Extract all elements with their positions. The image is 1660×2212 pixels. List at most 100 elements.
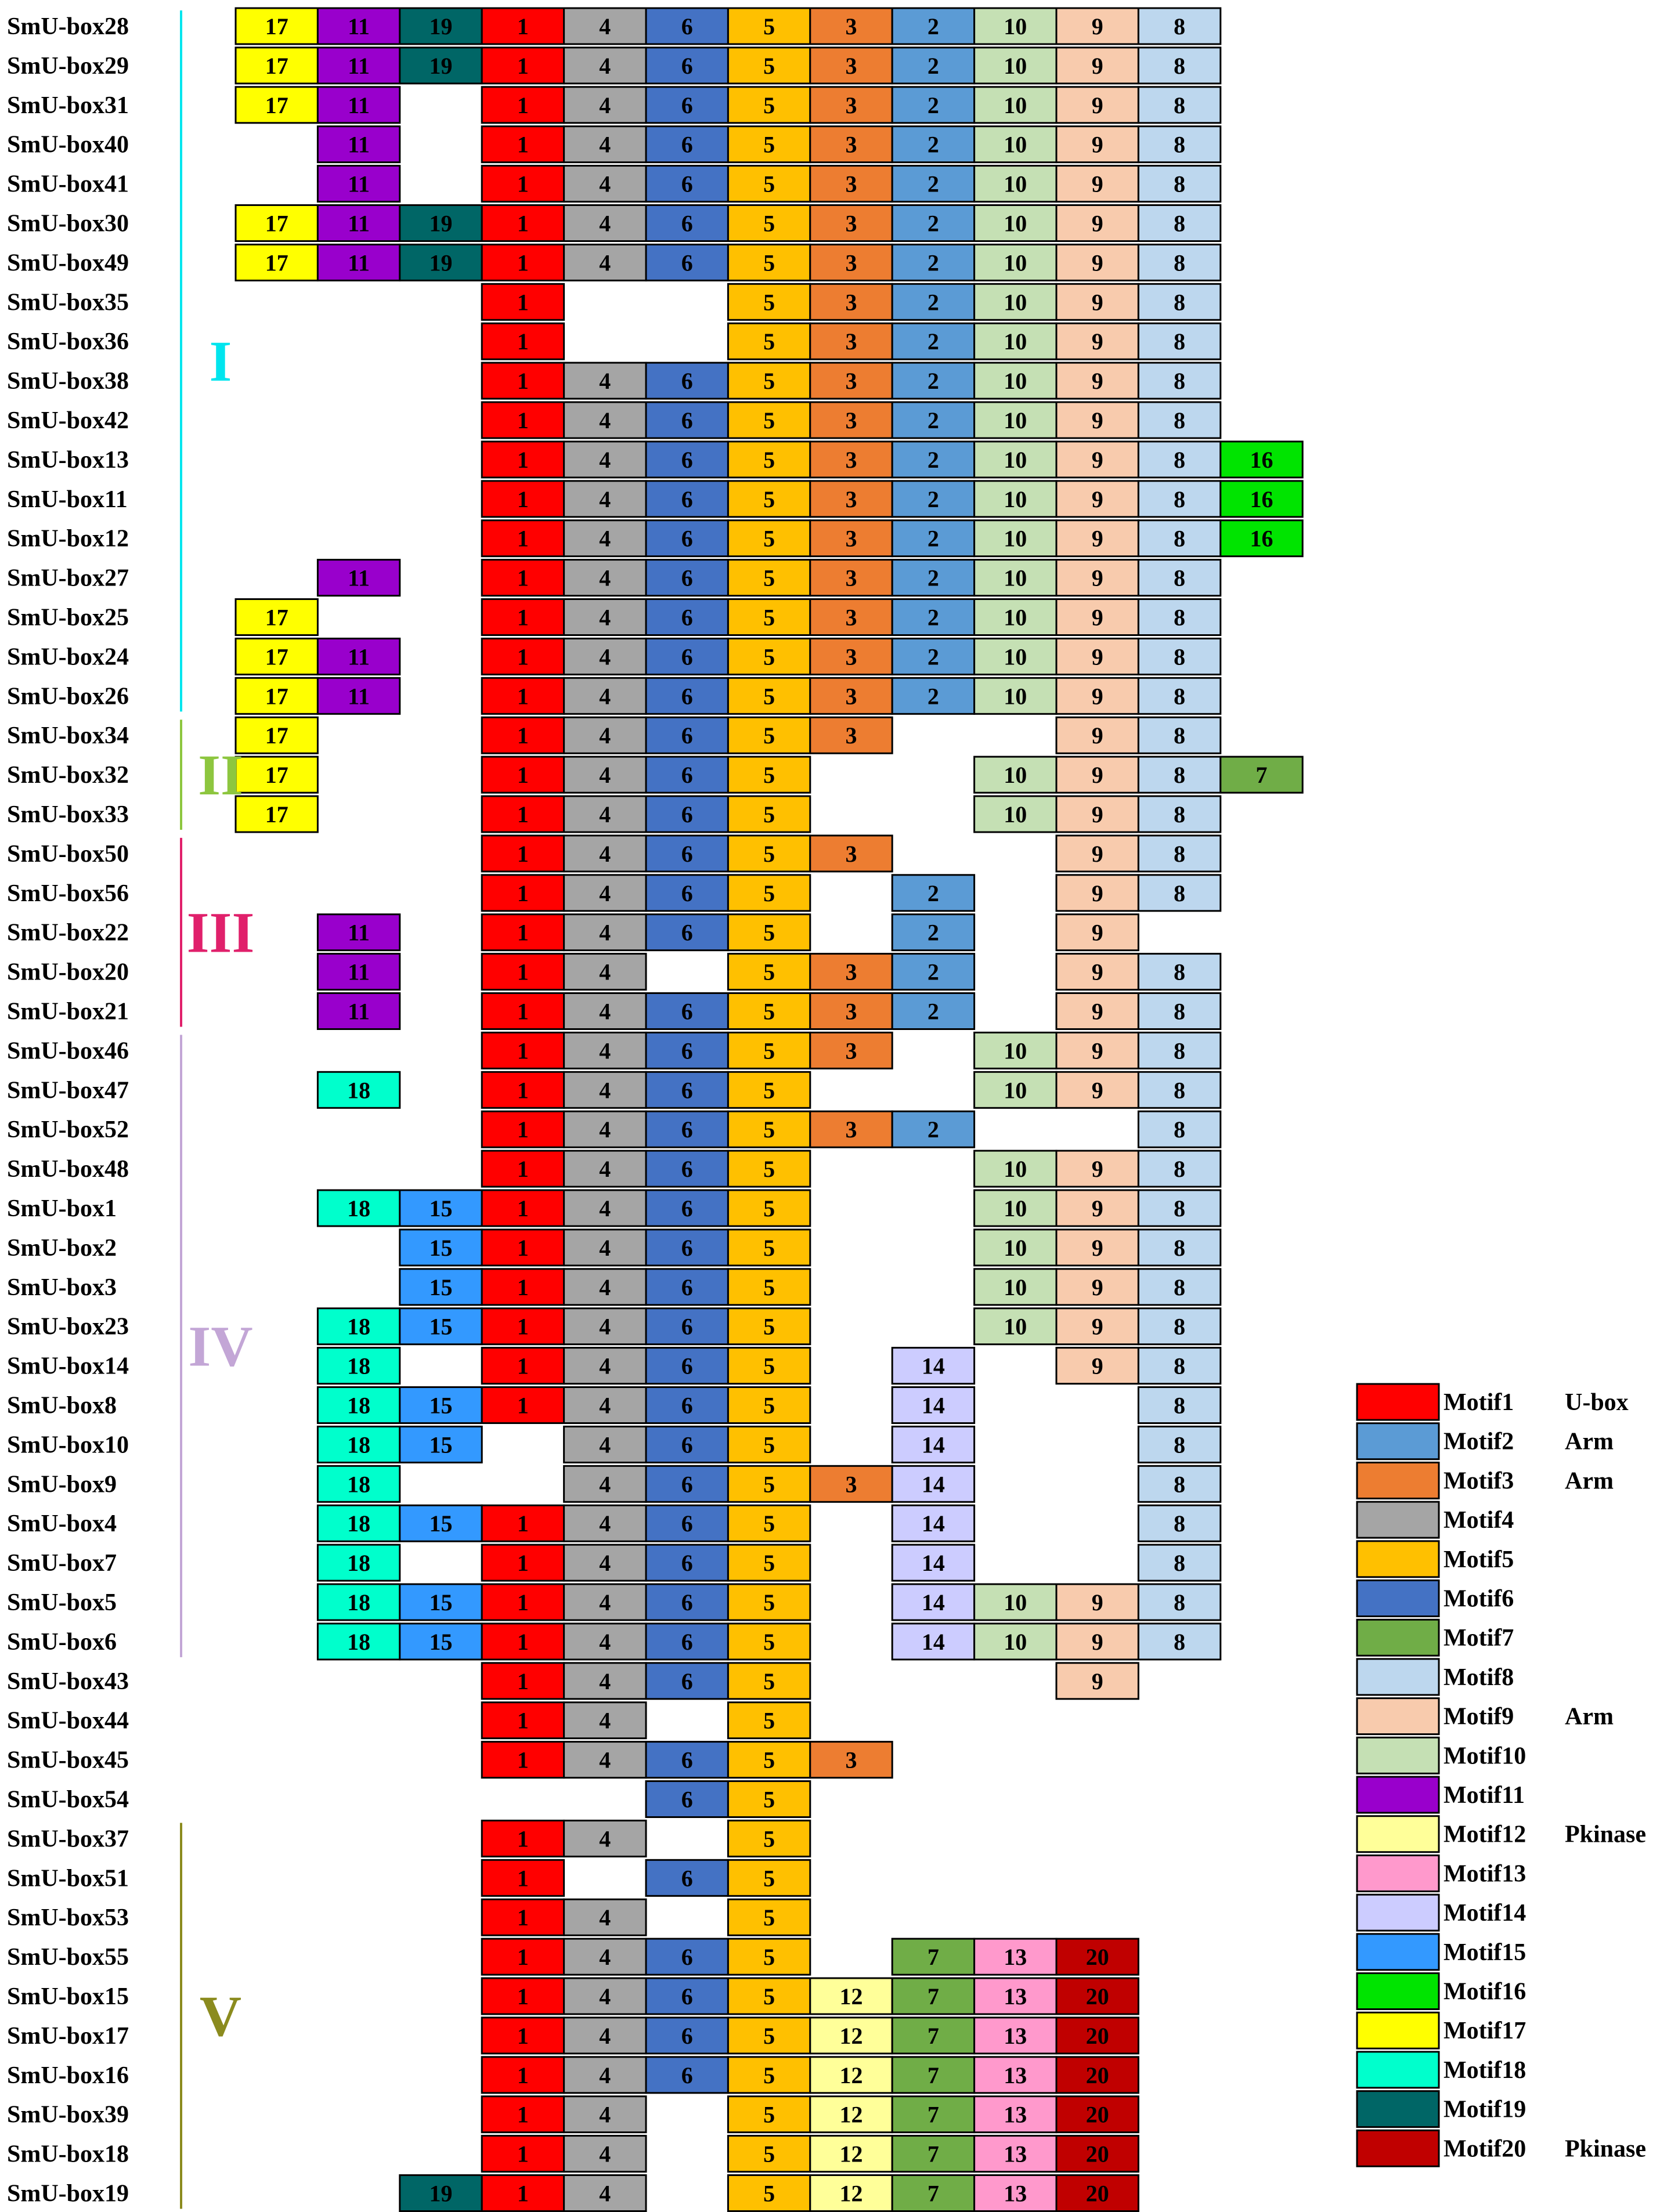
motif-1-box bbox=[481, 401, 565, 439]
gene-row: SmU-box35 1 5 3 2 10 9 8 bbox=[7, 283, 1222, 321]
motif-1-label: 1 bbox=[517, 486, 529, 512]
motif-1-label: 1 bbox=[517, 211, 529, 237]
gene-row: SmU-box54 6 5 bbox=[7, 1780, 811, 1818]
gene-label: SmU-box48 bbox=[7, 1156, 129, 1183]
motif-12-label: 12 bbox=[840, 2181, 863, 2207]
motif-8-box bbox=[1137, 637, 1222, 675]
motif-2-label: 2 bbox=[928, 13, 939, 39]
motif-13-box bbox=[973, 2174, 1058, 2212]
motif-6-label: 6 bbox=[681, 92, 693, 118]
motif-11-label: 11 bbox=[348, 999, 370, 1025]
motif-1-box bbox=[481, 1150, 565, 1188]
motif-20-label: 20 bbox=[1086, 1944, 1109, 1970]
motif-1-box bbox=[481, 559, 565, 597]
motif-3-box bbox=[809, 243, 893, 281]
motif-3-label: 3 bbox=[846, 13, 857, 39]
legend-label: Motif16 bbox=[1444, 1979, 1526, 2005]
motif-4-box bbox=[563, 795, 647, 833]
motif-14-label: 14 bbox=[922, 1629, 945, 1655]
motif-5-label: 5 bbox=[763, 1471, 775, 1497]
motif-4-label: 4 bbox=[599, 959, 611, 985]
motif-4-label: 4 bbox=[599, 880, 611, 906]
motif-6-label: 6 bbox=[681, 2062, 693, 2088]
motif-9-box bbox=[1055, 598, 1139, 636]
motif-18-label: 18 bbox=[347, 1432, 370, 1458]
motif-11-box bbox=[316, 204, 401, 242]
motif-8-box bbox=[1137, 1268, 1222, 1306]
motif-13-label: 13 bbox=[1004, 1983, 1027, 2009]
gene-row: SmU-box10 18 15 4 6 5 14 8 bbox=[7, 1425, 1222, 1463]
motif-4-label: 4 bbox=[599, 447, 611, 473]
gene-label: SmU-box27 bbox=[7, 565, 129, 592]
motif-18-label: 18 bbox=[347, 1393, 370, 1419]
motif-9-box bbox=[1055, 834, 1139, 873]
motif-17-label: 17 bbox=[265, 801, 288, 827]
gene-row: SmU-box12 1 4 6 5 3 2 10 9 8 16 bbox=[7, 519, 1304, 558]
motif-8-label: 8 bbox=[1174, 841, 1185, 867]
motif-4-box bbox=[563, 1544, 647, 1582]
motif-4-label: 4 bbox=[599, 2023, 611, 2049]
motif-1-box bbox=[481, 1189, 565, 1227]
motif-9-box bbox=[1055, 1662, 1139, 1700]
motif-4-label: 4 bbox=[599, 841, 611, 867]
motif-15-box bbox=[399, 1622, 483, 1661]
motif-5-box bbox=[727, 322, 811, 360]
motif-12-box bbox=[809, 2174, 893, 2212]
motif-6-label: 6 bbox=[681, 1235, 693, 1261]
motif-6-label: 6 bbox=[681, 1432, 693, 1458]
motif-4-label: 4 bbox=[599, 92, 611, 118]
gene-row: SmU-box9 18 4 6 5 3 14 8 bbox=[7, 1465, 1222, 1503]
motif-10-label: 10 bbox=[1004, 486, 1027, 512]
motif-17-box bbox=[234, 637, 319, 675]
motif-8-box bbox=[1137, 322, 1222, 360]
motif-5-label: 5 bbox=[763, 447, 775, 473]
motif-6-label: 6 bbox=[681, 1353, 693, 1379]
motif-19-label: 19 bbox=[430, 211, 453, 237]
motif-1-label: 1 bbox=[517, 565, 529, 591]
motif-5-box bbox=[727, 1583, 811, 1621]
motif-4-box bbox=[563, 362, 647, 400]
motif-9-box bbox=[1055, 559, 1139, 597]
motif-20-box bbox=[1055, 1938, 1139, 1976]
legend-swatch bbox=[1356, 1776, 1440, 1814]
motif-4-label: 4 bbox=[599, 1904, 611, 1931]
motif-8-label: 8 bbox=[1174, 92, 1185, 118]
motif-8-label: 8 bbox=[1174, 722, 1185, 749]
motif-9-box bbox=[1055, 992, 1139, 1030]
motif-10-label: 10 bbox=[1004, 1195, 1027, 1221]
motif-13-label: 13 bbox=[1004, 2062, 1027, 2088]
motif-6-box bbox=[645, 165, 729, 203]
legend-item: Motif12 Pkinase bbox=[1356, 1815, 1646, 1853]
motif-11-label: 11 bbox=[348, 53, 370, 79]
legend-swatch bbox=[1356, 2011, 1440, 2050]
motif-5-label: 5 bbox=[763, 1038, 775, 1064]
motif-5-label: 5 bbox=[763, 1983, 775, 2009]
motif-5-label: 5 bbox=[763, 683, 775, 709]
motif-8-box bbox=[1137, 953, 1222, 991]
motif-6-box bbox=[645, 1110, 729, 1148]
motif-6-box bbox=[645, 913, 729, 952]
motif-2-label: 2 bbox=[928, 920, 939, 946]
legend-label: Motif15 bbox=[1444, 1939, 1526, 1966]
motif-2-label: 2 bbox=[928, 407, 939, 433]
motif-18-box bbox=[316, 1071, 401, 1109]
motif-8-box bbox=[1137, 1110, 1222, 1148]
legend-label: Motif19 bbox=[1444, 2097, 1526, 2123]
motif-6-label: 6 bbox=[681, 762, 693, 788]
motif-1-label: 1 bbox=[517, 1983, 529, 2009]
motif-8-box bbox=[1137, 1307, 1222, 1346]
motif-13-box bbox=[973, 2135, 1058, 2173]
motif-5-label: 5 bbox=[763, 1195, 775, 1221]
legend-item: Motif9 Arm bbox=[1356, 1697, 1614, 1736]
motif-8-label: 8 bbox=[1174, 368, 1185, 394]
motif-5-label: 5 bbox=[763, 999, 775, 1025]
motif-6-box bbox=[645, 637, 729, 675]
motif-3-box bbox=[809, 1110, 893, 1148]
motif-8-label: 8 bbox=[1174, 1235, 1185, 1261]
motif-1-box bbox=[481, 322, 565, 360]
legend-label: Motif6 bbox=[1444, 1586, 1514, 1613]
motif-19-label: 19 bbox=[430, 13, 453, 39]
motif-10-label: 10 bbox=[1004, 1156, 1027, 1182]
motif-5-box bbox=[727, 1622, 811, 1661]
motif-5-label: 5 bbox=[763, 959, 775, 985]
